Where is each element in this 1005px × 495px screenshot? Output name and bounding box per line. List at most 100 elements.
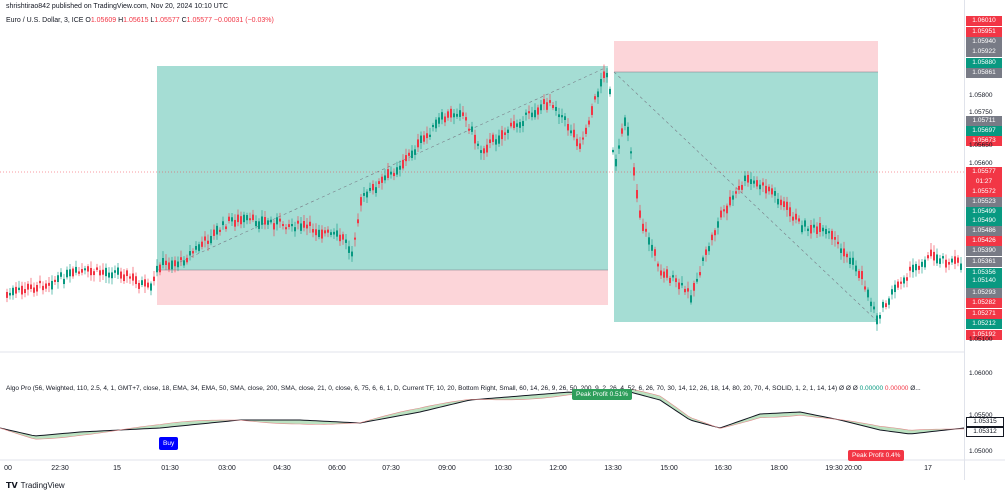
indicator-value-1: 0.00000 bbox=[859, 385, 884, 392]
candle-body bbox=[321, 229, 323, 239]
candle-body bbox=[231, 217, 233, 222]
symbol-legend[interactable]: Euro / U.S. Dollar, 3, ICE O1.05609 H1.0… bbox=[6, 17, 274, 24]
candle-body bbox=[24, 289, 26, 294]
candle-body bbox=[303, 220, 305, 228]
candle-body bbox=[717, 221, 719, 228]
candle-body bbox=[711, 234, 713, 241]
peak-profit-badge-1[interactable]: Peak Profit 0.51% bbox=[572, 389, 633, 400]
candle-body bbox=[735, 191, 737, 194]
candle-body bbox=[411, 150, 413, 158]
candle-body bbox=[147, 282, 149, 288]
candle-body bbox=[585, 127, 587, 134]
candle-body bbox=[198, 244, 200, 251]
candle-body bbox=[117, 267, 119, 275]
candle-body bbox=[591, 106, 593, 115]
candlestick-series bbox=[6, 64, 962, 331]
candle-body bbox=[594, 96, 596, 100]
candle-body bbox=[618, 145, 620, 149]
indicator-ellipsis: Ø... bbox=[910, 385, 921, 392]
candle-body bbox=[939, 258, 941, 264]
candle-body bbox=[954, 256, 956, 264]
candle-body bbox=[66, 269, 68, 278]
candle-body bbox=[423, 135, 425, 142]
candle-body bbox=[867, 289, 869, 298]
candle-body bbox=[738, 185, 740, 190]
candle-body bbox=[30, 284, 32, 289]
indicator-line-1 bbox=[0, 391, 965, 437]
price-label: 1.05922 bbox=[966, 47, 1002, 57]
candle-body bbox=[843, 248, 845, 257]
short-stop-zone[interactable] bbox=[614, 41, 878, 72]
price-label: 1.05490 bbox=[966, 216, 1002, 226]
price-label: 1.05940 bbox=[966, 37, 1002, 47]
candle-body bbox=[702, 257, 704, 262]
candle-body bbox=[345, 239, 347, 243]
candle-body bbox=[741, 184, 743, 190]
long-stop-zone[interactable] bbox=[157, 270, 608, 305]
candle-body bbox=[105, 267, 107, 277]
candle-body bbox=[381, 176, 383, 183]
candle-body bbox=[318, 229, 320, 238]
indicator-legend[interactable]: Algo Pro (56, Weighted, 110, 2.5, 4, 1, … bbox=[6, 385, 921, 392]
candle-body bbox=[384, 175, 386, 181]
candle-body bbox=[582, 137, 584, 140]
symbol-name: Euro / U.S. Dollar, 3, ICE bbox=[6, 17, 84, 24]
candle-body bbox=[540, 104, 542, 111]
candle-body bbox=[348, 246, 350, 253]
candle-body bbox=[882, 301, 884, 308]
indicator-axis-tick: 1.05500 bbox=[969, 412, 993, 419]
price-label: 1.05697 bbox=[966, 126, 1002, 136]
candle-body bbox=[732, 195, 734, 200]
price-axis[interactable] bbox=[964, 0, 1005, 480]
candle-body bbox=[783, 201, 785, 207]
candle-body bbox=[696, 278, 698, 282]
candle-body bbox=[282, 224, 284, 227]
price-axis-tick: 1.05600 bbox=[969, 160, 993, 167]
candle-body bbox=[60, 272, 62, 277]
candle-body bbox=[234, 219, 236, 227]
candle-body bbox=[768, 186, 770, 192]
candle-body bbox=[921, 261, 923, 267]
indicator-axis-tick: 1.06000 bbox=[969, 370, 993, 377]
candle-body bbox=[378, 181, 380, 185]
candle-body bbox=[657, 263, 659, 267]
indicator-line-2 bbox=[0, 388, 965, 440]
buy-signal-badge[interactable]: Buy bbox=[159, 437, 179, 450]
candle-body bbox=[660, 270, 662, 276]
candle-body bbox=[357, 219, 359, 224]
time-axis-label: 07:30 bbox=[382, 465, 400, 472]
time-axis-label: 10:30 bbox=[494, 465, 512, 472]
candle-body bbox=[84, 268, 86, 271]
candle-body bbox=[780, 199, 782, 206]
candle-body bbox=[456, 113, 458, 117]
candle-body bbox=[93, 271, 95, 276]
candle-body bbox=[654, 249, 656, 256]
candle-body bbox=[603, 71, 605, 79]
time-axis-label: 03:00 bbox=[218, 465, 236, 472]
candle-body bbox=[855, 265, 857, 272]
candle-body bbox=[312, 229, 314, 233]
candle-body bbox=[708, 246, 710, 252]
candle-body bbox=[6, 291, 8, 298]
price-label: 1.05673 bbox=[966, 136, 1002, 146]
peak-profit-badge-2[interactable]: Peak Profit 0.4% bbox=[848, 450, 905, 461]
candle-body bbox=[327, 229, 329, 233]
candle-body bbox=[813, 224, 815, 228]
candle-body bbox=[822, 227, 824, 232]
long-target-zone[interactable] bbox=[157, 66, 608, 270]
candle-body bbox=[261, 216, 263, 225]
ohlc-open: 1.05609 bbox=[90, 17, 117, 24]
ohlc-close-label: C bbox=[181, 17, 187, 24]
candle-body bbox=[135, 276, 137, 285]
candle-body bbox=[807, 228, 809, 232]
candle-body bbox=[360, 197, 362, 206]
candle-body bbox=[759, 184, 761, 190]
candle-body bbox=[402, 159, 404, 169]
candle-body bbox=[675, 278, 677, 283]
candle-body bbox=[786, 201, 788, 210]
candle-body bbox=[549, 100, 551, 103]
candle-body bbox=[33, 287, 35, 293]
ohlc-low-label: L bbox=[150, 17, 155, 24]
indicator-price-label: 1.05312 bbox=[966, 427, 1004, 437]
